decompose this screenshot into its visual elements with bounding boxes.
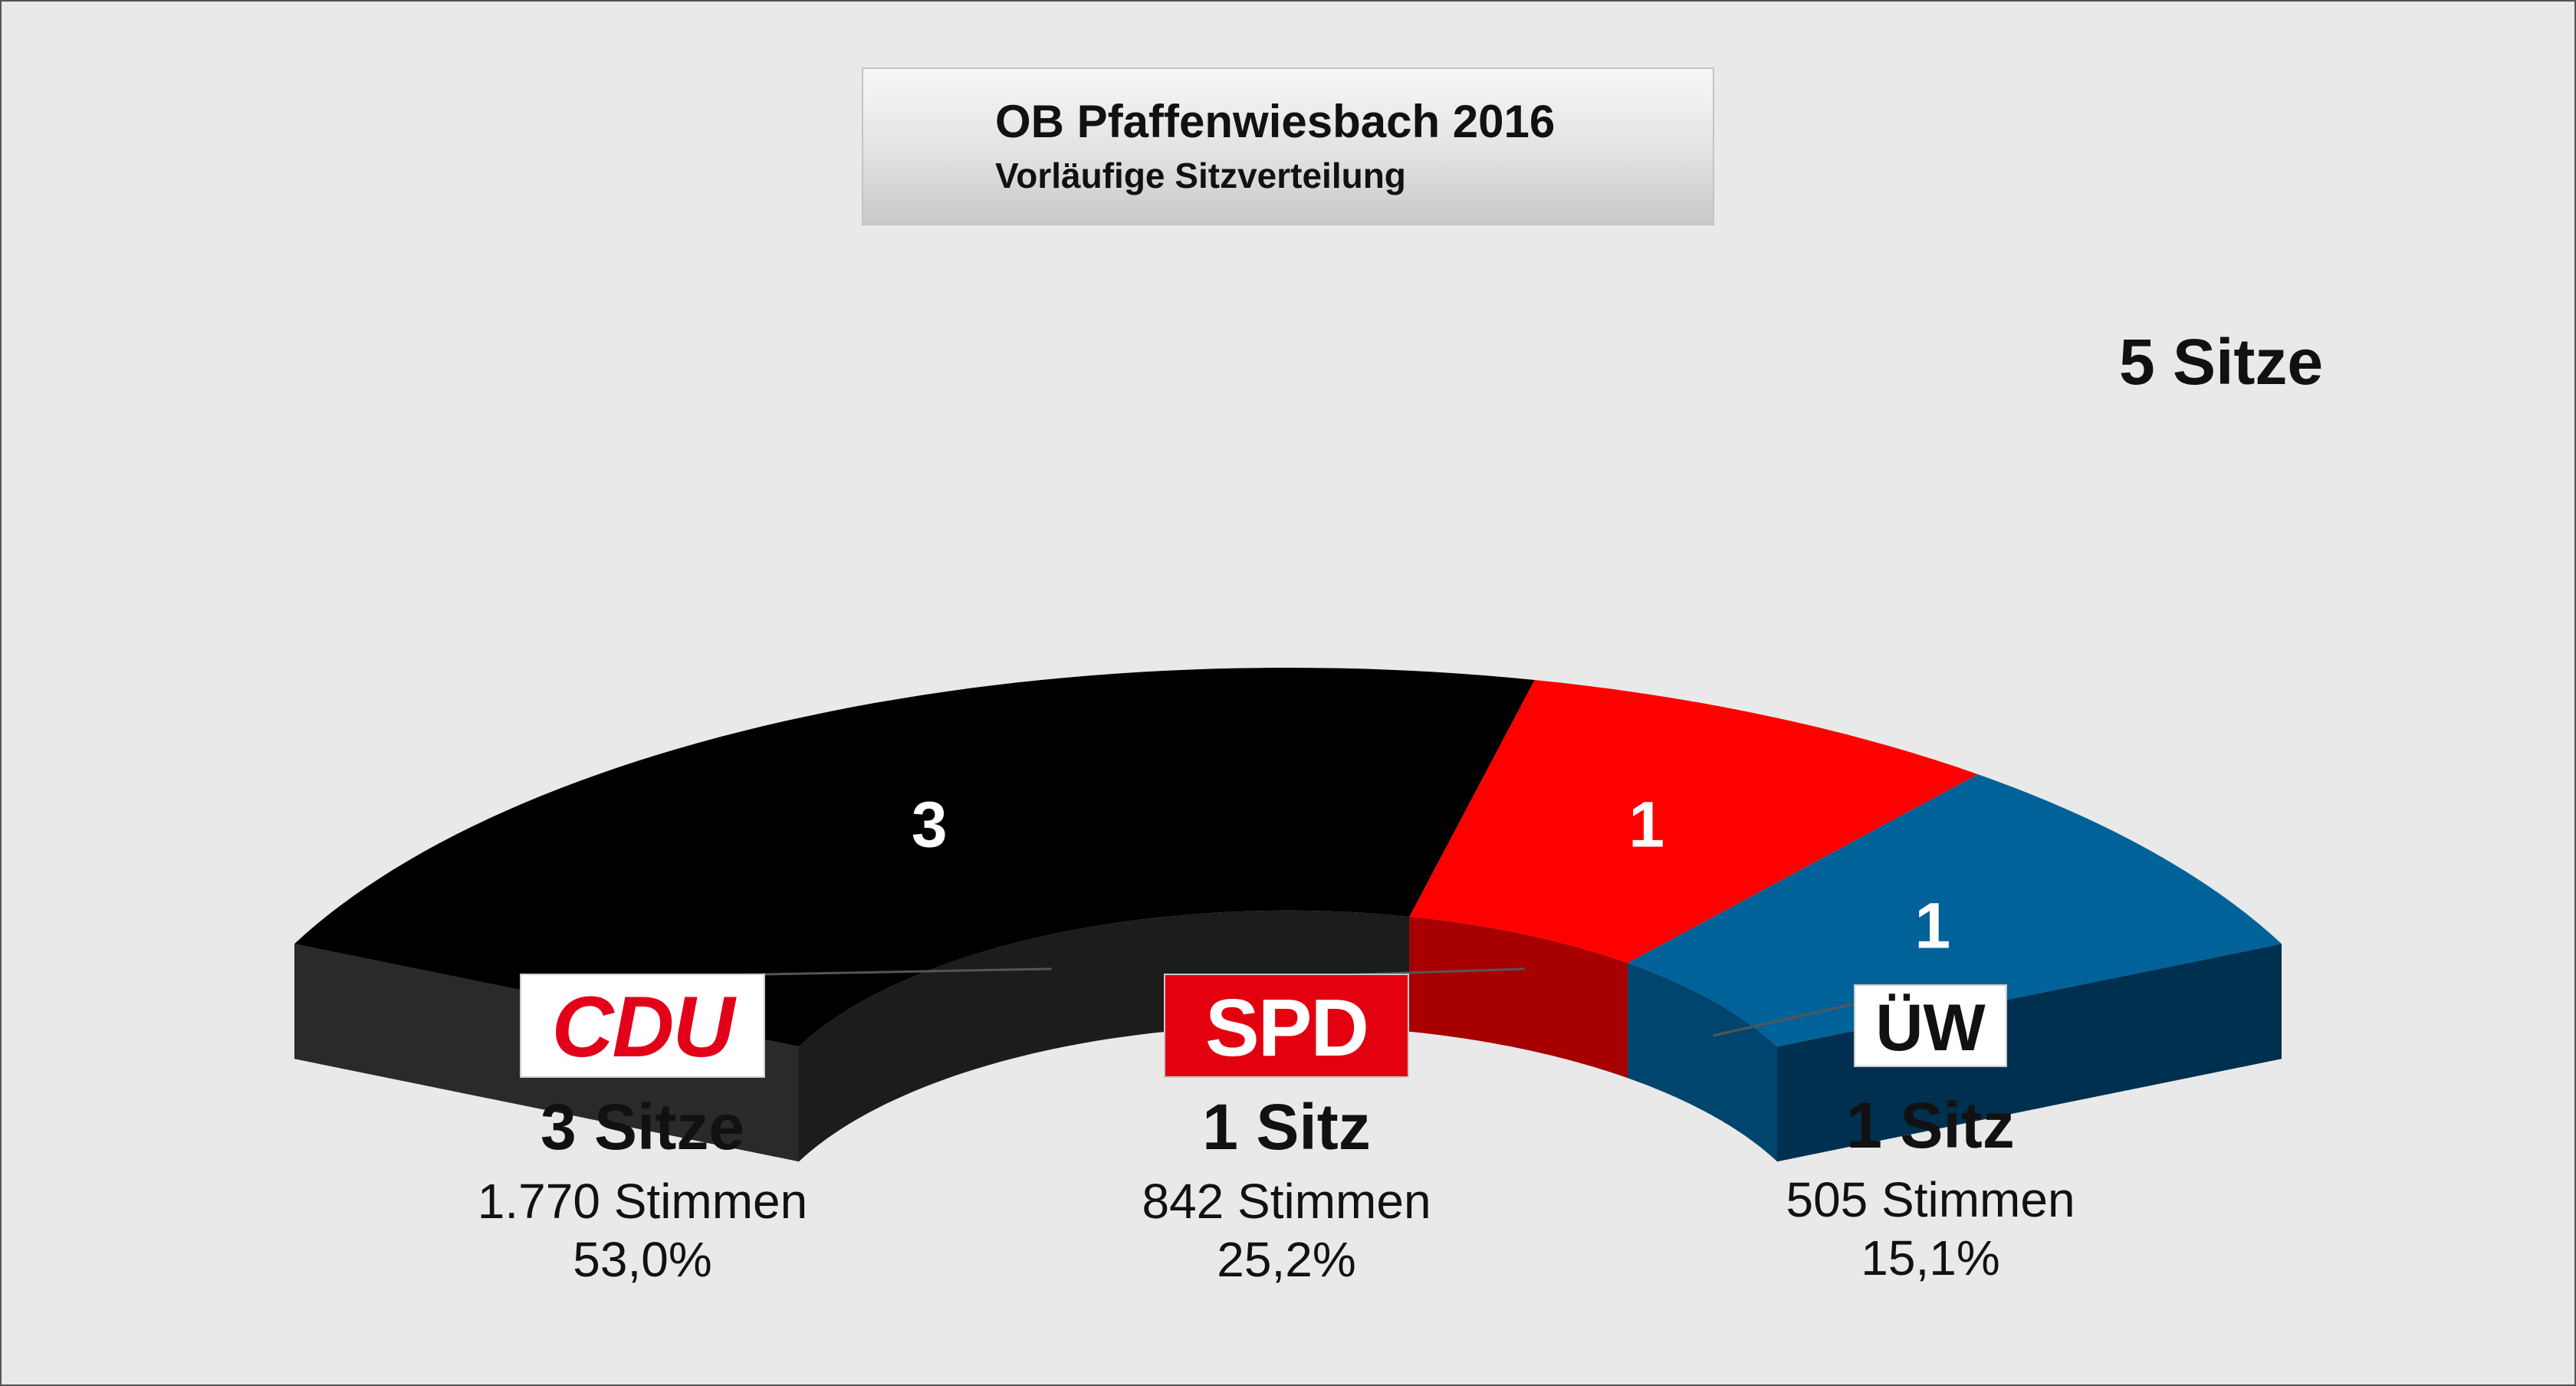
segment-value-üw: 1 xyxy=(1914,889,1950,961)
cdu-logo: CDU xyxy=(520,974,765,1078)
inner-side-spd xyxy=(1409,916,1628,1079)
inner-side-üw xyxy=(1628,963,1777,1162)
cdu-votes: 1.770 Stimmen xyxy=(477,1174,808,1229)
spd-logo: SPD xyxy=(1164,974,1409,1078)
spd-percent: 25,2% xyxy=(1217,1231,1356,1287)
chart-subtitle: Vorläufige Sitzverteilung xyxy=(995,156,1406,195)
segment-üw xyxy=(1628,774,2282,1047)
party-block-uew: ÜW 1 Sitz 505 Stimmen 15,1% xyxy=(1662,974,2199,1287)
segment-spd xyxy=(1409,680,1978,964)
right-end-face xyxy=(1777,944,2282,1162)
uew-logo: ÜW xyxy=(1854,984,2007,1067)
segment-value-spd: 1 xyxy=(1628,789,1664,861)
total-seats-label: 5 Sitze xyxy=(2119,326,2324,398)
inner-side-cdu xyxy=(799,910,1410,1162)
uew-votes: 505 Stimmen xyxy=(1786,1172,2075,1227)
spd-votes: 842 Stimmen xyxy=(1142,1174,1431,1229)
uew-seats: 1 Sitz xyxy=(1846,1089,2015,1161)
spd-seats: 1 Sitz xyxy=(1202,1091,1371,1163)
segment-cdu xyxy=(294,668,1535,1047)
cdu-percent: 53,0% xyxy=(573,1231,712,1287)
segment-value-cdu: 3 xyxy=(912,789,948,861)
party-block-cdu: CDU 3 Sitze 1.770 Stimmen 53,0% xyxy=(374,974,911,1289)
uew-percent: 15,1% xyxy=(1861,1230,2000,1286)
title-box: OB Pfaffenwiesbach 2016 Vorläufige Sitzv… xyxy=(862,67,1714,225)
cdu-seats: 3 Sitze xyxy=(540,1091,745,1163)
party-block-spd: SPD 1 Sitz 842 Stimmen 25,2% xyxy=(1018,974,1555,1289)
chart-title: OB Pfaffenwiesbach 2016 xyxy=(995,96,1556,147)
